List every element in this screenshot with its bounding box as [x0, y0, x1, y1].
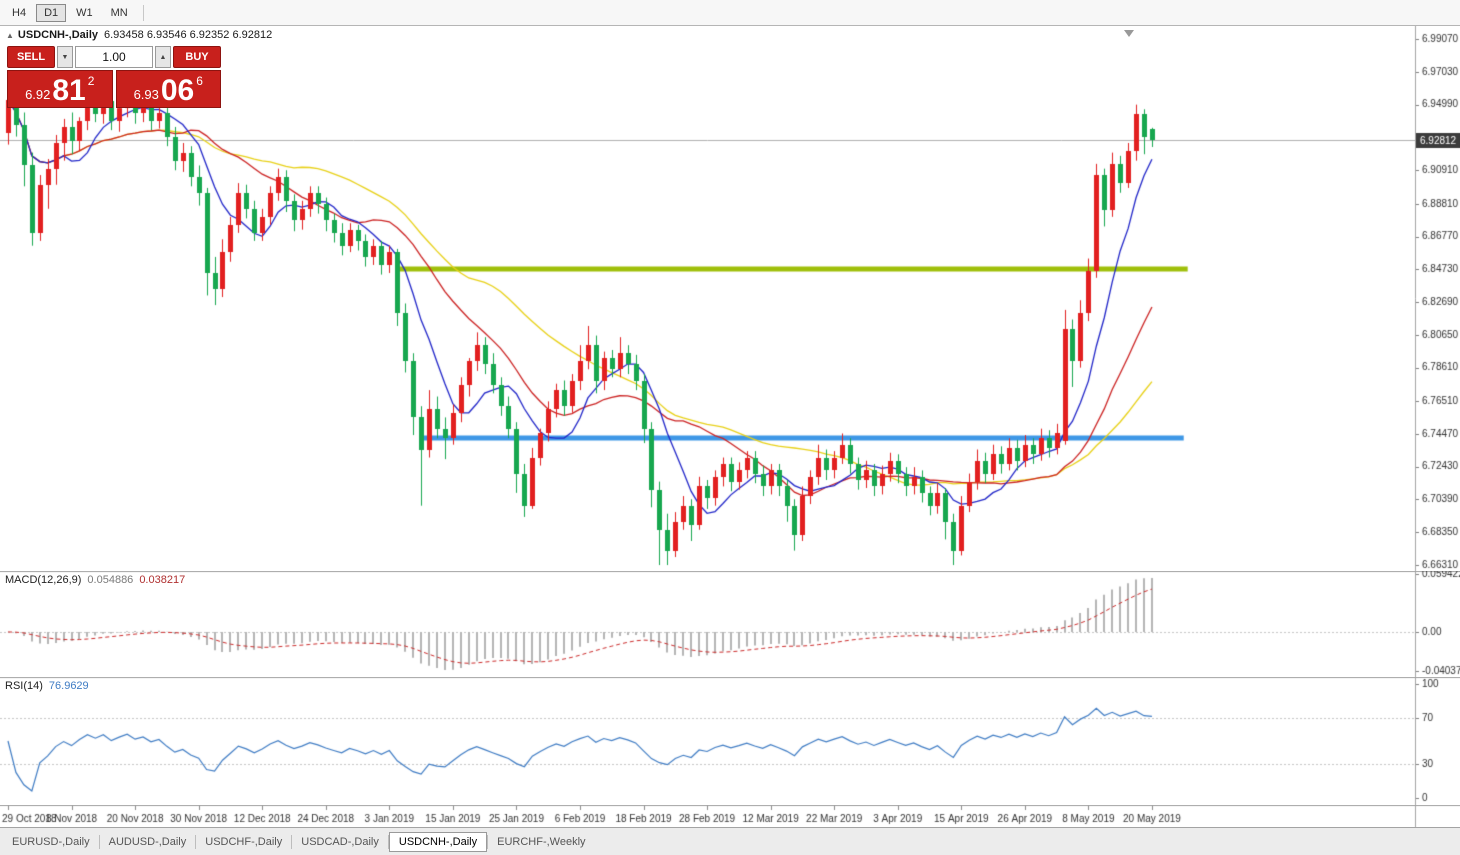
chart-tabs-bar: EURUSD-,Daily AUDUSD-,Daily USDCHF-,Dail… [0, 827, 1460, 855]
buy-price-display[interactable]: 6.93 06 6 [115, 70, 221, 108]
timeframe-h4[interactable]: H4 [12, 6, 27, 19]
macd-main-value: 0.054886 [87, 574, 134, 586]
chevron-up-icon: ▲ [159, 53, 167, 61]
sell-price-pips: 81 [52, 74, 86, 107]
rsi-pane: RSI(14) 76.9629 [0, 677, 1460, 805]
volume-dropdown-button[interactable]: ▼ [57, 46, 73, 68]
timeframe-d1[interactable]: D1 [36, 3, 67, 22]
tab-usdcnh-daily[interactable]: USDCNH-,Daily [388, 831, 488, 852]
sell-price-display[interactable]: 6.92 81 2 [7, 70, 113, 108]
macd-label: MACD(12,26,9) 0.054886 0.038217 [5, 574, 185, 586]
chart-ohlc-values: 6.93458 6.93546 6.92352 6.92812 [104, 29, 273, 41]
macd-pane: MACD(12,26,9) 0.054886 0.038217 [0, 571, 1460, 677]
price-chart-pane: ▲ USDCNH-,Daily 6.93458 6.93546 6.92352 6.… [0, 26, 1460, 571]
rsi-value: 76.9629 [48, 680, 89, 692]
tab-separator [291, 834, 293, 849]
timeframe-toolbar: H4 D1 W1 MN [0, 0, 1460, 26]
chart-symbol-label: USDCNH-,Daily [17, 29, 98, 41]
macd-name: MACD(12,26,9) [5, 574, 82, 586]
timeframe-w1[interactable]: W1 [76, 6, 93, 19]
volume-stepper-button[interactable]: ▲ [155, 46, 171, 68]
tab-separator [487, 834, 489, 849]
tab-usdcad-daily[interactable]: USDCAD-,Daily [301, 835, 379, 848]
date-axis[interactable] [0, 805, 1460, 827]
tab-eurusd-daily[interactable]: EURUSD-,Daily [12, 835, 90, 848]
tab-audusd-daily[interactable]: AUDUSD-,Daily [108, 835, 187, 848]
buy-button[interactable]: BUY [173, 46, 221, 68]
buy-price-pips: 06 [160, 74, 195, 107]
collapse-panel-icon[interactable]: ▲ [6, 31, 14, 40]
rsi-name: RSI(14) [5, 680, 43, 692]
chart-title: ▲ USDCNH-,Daily 6.93458 6.93546 6.92352 6.… [6, 29, 272, 41]
chevron-down-icon: ▼ [61, 53, 69, 61]
macd-canvas[interactable] [0, 571, 1460, 677]
buy-price-prefix: 6.93 [133, 87, 159, 102]
toolbar-separator [142, 4, 144, 21]
tab-separator [98, 834, 100, 849]
tab-separator [387, 834, 389, 849]
tab-separator [195, 834, 197, 849]
timeframe-mn[interactable]: MN [110, 6, 128, 19]
sell-button[interactable]: SELL [7, 46, 55, 68]
buy-price-point: 6 [196, 74, 203, 88]
sell-price-prefix: 6.92 [25, 87, 51, 102]
macd-signal-value: 0.038217 [139, 574, 186, 586]
sell-price-point: 2 [87, 74, 95, 88]
rsi-label: RSI(14) 76.9629 [5, 680, 89, 692]
tab-eurchf-weekly[interactable]: EURCHF-,Weekly [497, 835, 586, 848]
volume-input[interactable] [75, 46, 153, 68]
tab-usdchf-daily[interactable]: USDCHF-,Daily [205, 835, 283, 848]
price-chart-canvas[interactable] [0, 26, 1460, 571]
rsi-canvas[interactable] [0, 677, 1460, 805]
autoscroll-marker-icon[interactable] [1124, 30, 1134, 37]
